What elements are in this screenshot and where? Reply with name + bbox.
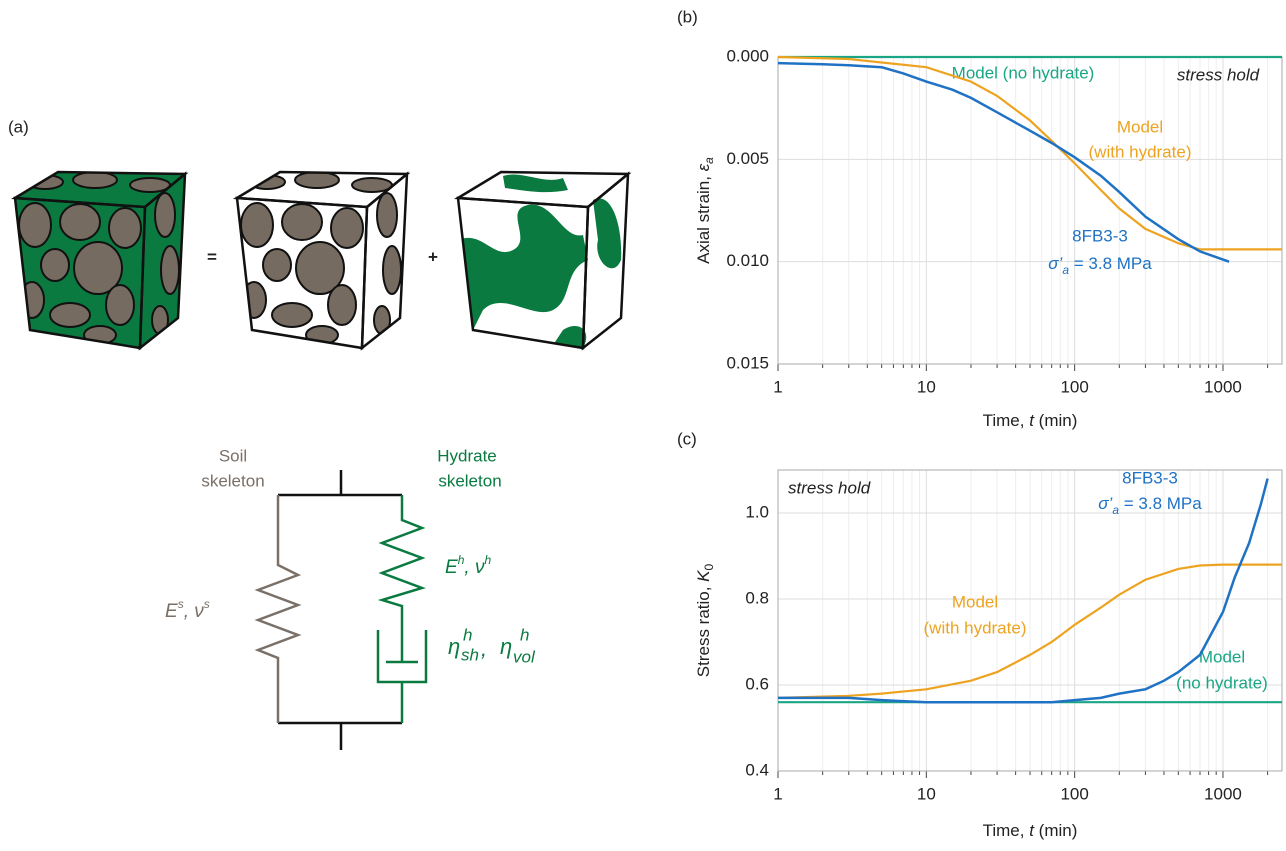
data-line [778,478,1269,704]
equals-sign: = [207,247,217,266]
soil-label: skeleton [201,471,264,490]
data-line [777,563,1282,699]
x-tick-label: 100 [1060,784,1088,803]
eta: η [500,634,512,659]
series-label: (with hydrate) [924,618,1027,637]
cube-composite [13,170,187,350]
series-label: 8FB3-3 [1122,468,1178,487]
plus-sign: + [428,247,438,266]
y-tick-label: 0.4 [745,760,769,779]
y-tick-label: 0.010 [726,251,769,270]
series-label: Model [1199,647,1245,666]
series-label: (with hydrate) [1089,142,1192,161]
eta-sup: h [463,625,472,644]
eta-sub: sh [461,645,479,664]
x-tick-label: 10 [917,784,936,803]
data-line [777,61,1230,263]
panel-label: (c) [677,429,697,448]
series-label: (no hydrate) [1176,673,1268,692]
plot-frame [777,469,1283,772]
x-axis-title: Time, t (min) [983,411,1078,430]
y-tick-label: 0.6 [745,674,769,693]
y-axis-title: Axial strain, εa [694,157,716,264]
rheology-model [254,470,428,750]
series-label: 8FB3-3 [1072,226,1128,245]
series-label: Model [952,592,998,611]
soil-label: Soil [219,446,247,465]
panel-label: (a) [8,117,29,136]
series-label: Model [1117,117,1163,136]
eta: η [448,634,460,659]
hydrate-params: Eh, νh [445,553,491,578]
x-tick-label: 1 [773,377,782,396]
cube-hydrate [456,170,630,350]
y-axis-title: Stress ratio, K0 [694,563,716,677]
y-tick-label: 1.0 [745,502,769,521]
hydrate-label: Hydrate [437,446,497,465]
x-tick-label: 100 [1060,377,1088,396]
panel-label: (b) [677,7,698,26]
x-tick-label: 1 [773,784,782,803]
y-tick-label: 0.000 [726,46,769,65]
annotation: stress hold [1177,65,1260,84]
x-tick-label: 10 [917,377,936,396]
x-tick-label: 1000 [1204,784,1242,803]
series-label: σ’a = 3.8 MPa [1098,494,1202,517]
y-tick-label: 0.005 [726,149,769,168]
viscosity-params: η h sh , η h vol [448,625,536,666]
comma: , [481,636,487,661]
y-tick-label: 0.015 [726,353,769,372]
x-tick-label: 1000 [1204,377,1242,396]
series-label: Model (no hydrate) [952,63,1095,82]
y-tick-label: 0.8 [745,588,769,607]
hydrate-label: skeleton [438,471,501,490]
soil-params: Es, νs [165,597,210,622]
eta-sub: vol [513,647,536,666]
annotation: stress hold [788,478,871,497]
x-axis-title: Time, t (min) [983,821,1078,840]
series-label: σ’a = 3.8 MPa [1048,254,1152,277]
eta-sup: h [520,625,529,644]
cube-soil [235,170,409,350]
